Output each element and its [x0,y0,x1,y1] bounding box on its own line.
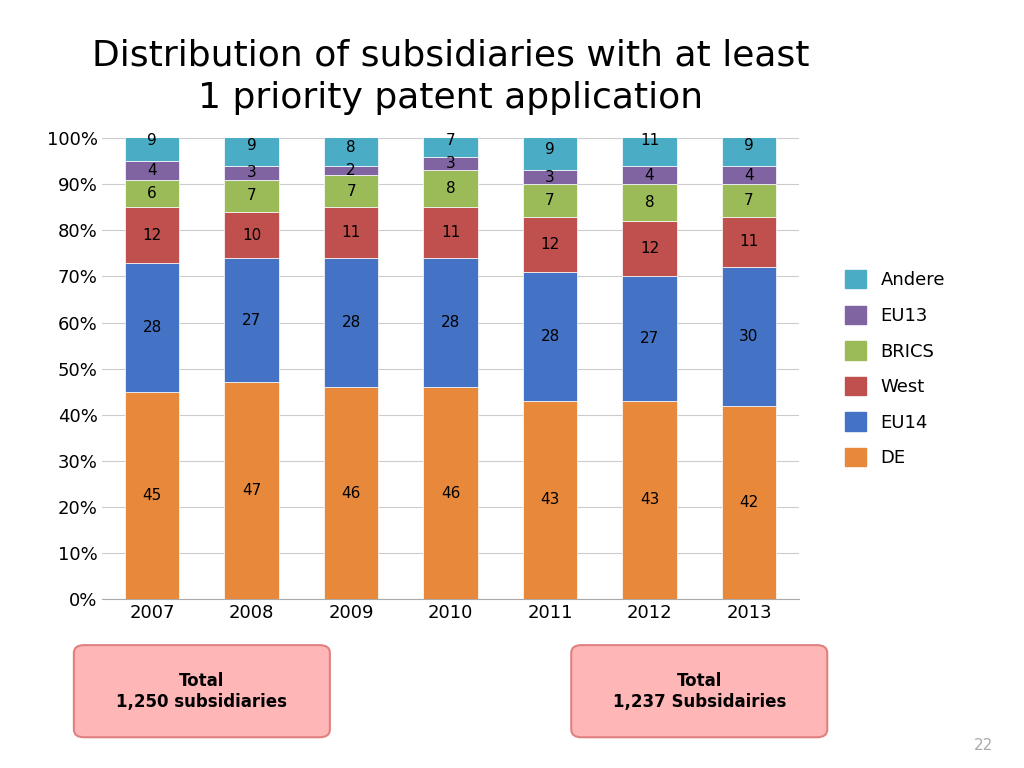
Bar [722,184,776,217]
Text: 12: 12 [640,241,659,257]
Text: 28: 28 [341,315,360,330]
Bar [423,124,478,157]
Bar [324,207,379,258]
Text: 11: 11 [739,234,759,250]
Text: 28: 28 [142,319,162,335]
Text: 42: 42 [739,495,759,510]
Text: 7: 7 [744,193,754,208]
Text: 3: 3 [545,170,555,185]
Text: 8: 8 [445,181,456,197]
Bar [423,170,478,207]
Bar [324,175,379,207]
Text: 3: 3 [445,156,456,171]
Bar [522,170,578,184]
Text: 7: 7 [346,184,356,199]
Bar [324,387,379,599]
Bar [224,124,279,166]
Bar [522,272,578,401]
Bar [125,207,179,263]
Text: 8: 8 [346,140,356,155]
Text: Total
1,237 Subsidairies: Total 1,237 Subsidairies [612,672,786,710]
Bar [125,180,179,207]
Text: 12: 12 [541,237,560,252]
Text: 4: 4 [645,167,654,183]
Bar [623,401,677,599]
Bar [125,120,179,161]
Bar [224,382,279,599]
Bar [623,184,677,221]
Bar [623,115,677,166]
Text: 7: 7 [445,133,456,148]
Text: 43: 43 [541,492,560,508]
Bar [423,207,478,258]
Text: 9: 9 [545,142,555,157]
Bar [324,166,379,175]
Bar [623,276,677,401]
Text: 45: 45 [142,488,162,503]
Text: 27: 27 [640,331,659,346]
Text: 28: 28 [441,315,460,330]
Legend: Andere, EU13, BRICS, West, EU14, DE: Andere, EU13, BRICS, West, EU14, DE [836,261,954,476]
Bar [125,263,179,392]
Bar [224,212,279,258]
Bar [423,258,478,387]
Text: Total
1,250 subsidiaries: Total 1,250 subsidiaries [117,672,288,710]
Bar [224,166,279,180]
Text: 10: 10 [242,227,261,243]
Bar [423,157,478,170]
Bar [324,258,379,387]
Bar [423,387,478,599]
Text: 9: 9 [147,133,157,148]
Bar [522,401,578,599]
Bar [224,258,279,382]
Text: 4: 4 [147,163,157,178]
Bar [324,129,379,166]
Bar [522,184,578,217]
Text: Distribution of subsidiaries with at least
1 priority patent application: Distribution of subsidiaries with at lea… [92,38,809,114]
Text: 46: 46 [341,485,360,501]
Bar [125,392,179,599]
Text: 11: 11 [341,225,360,240]
Text: 6: 6 [147,186,157,201]
Text: 30: 30 [739,329,759,344]
Bar [722,267,776,406]
Bar [623,166,677,184]
Text: 7: 7 [247,188,256,204]
Text: 9: 9 [744,137,754,153]
Bar [722,124,776,166]
Bar [722,166,776,184]
Text: 3: 3 [247,165,256,180]
Text: 28: 28 [541,329,560,344]
Text: 2: 2 [346,163,356,178]
Text: 43: 43 [640,492,659,508]
Bar [224,180,279,212]
Text: 9: 9 [247,137,256,153]
Text: 47: 47 [242,483,261,498]
Bar [522,129,578,170]
Text: 46: 46 [441,485,460,501]
Text: 8: 8 [645,195,654,210]
Text: 7: 7 [545,193,555,208]
Bar [722,217,776,267]
Text: 4: 4 [744,167,754,183]
Bar [125,161,179,180]
Bar [623,221,677,276]
Text: 11: 11 [441,225,460,240]
Text: 22: 22 [974,737,993,753]
Text: 12: 12 [142,227,162,243]
Text: 27: 27 [242,313,261,328]
Bar [522,217,578,272]
Text: 11: 11 [640,133,659,148]
Bar [722,406,776,599]
